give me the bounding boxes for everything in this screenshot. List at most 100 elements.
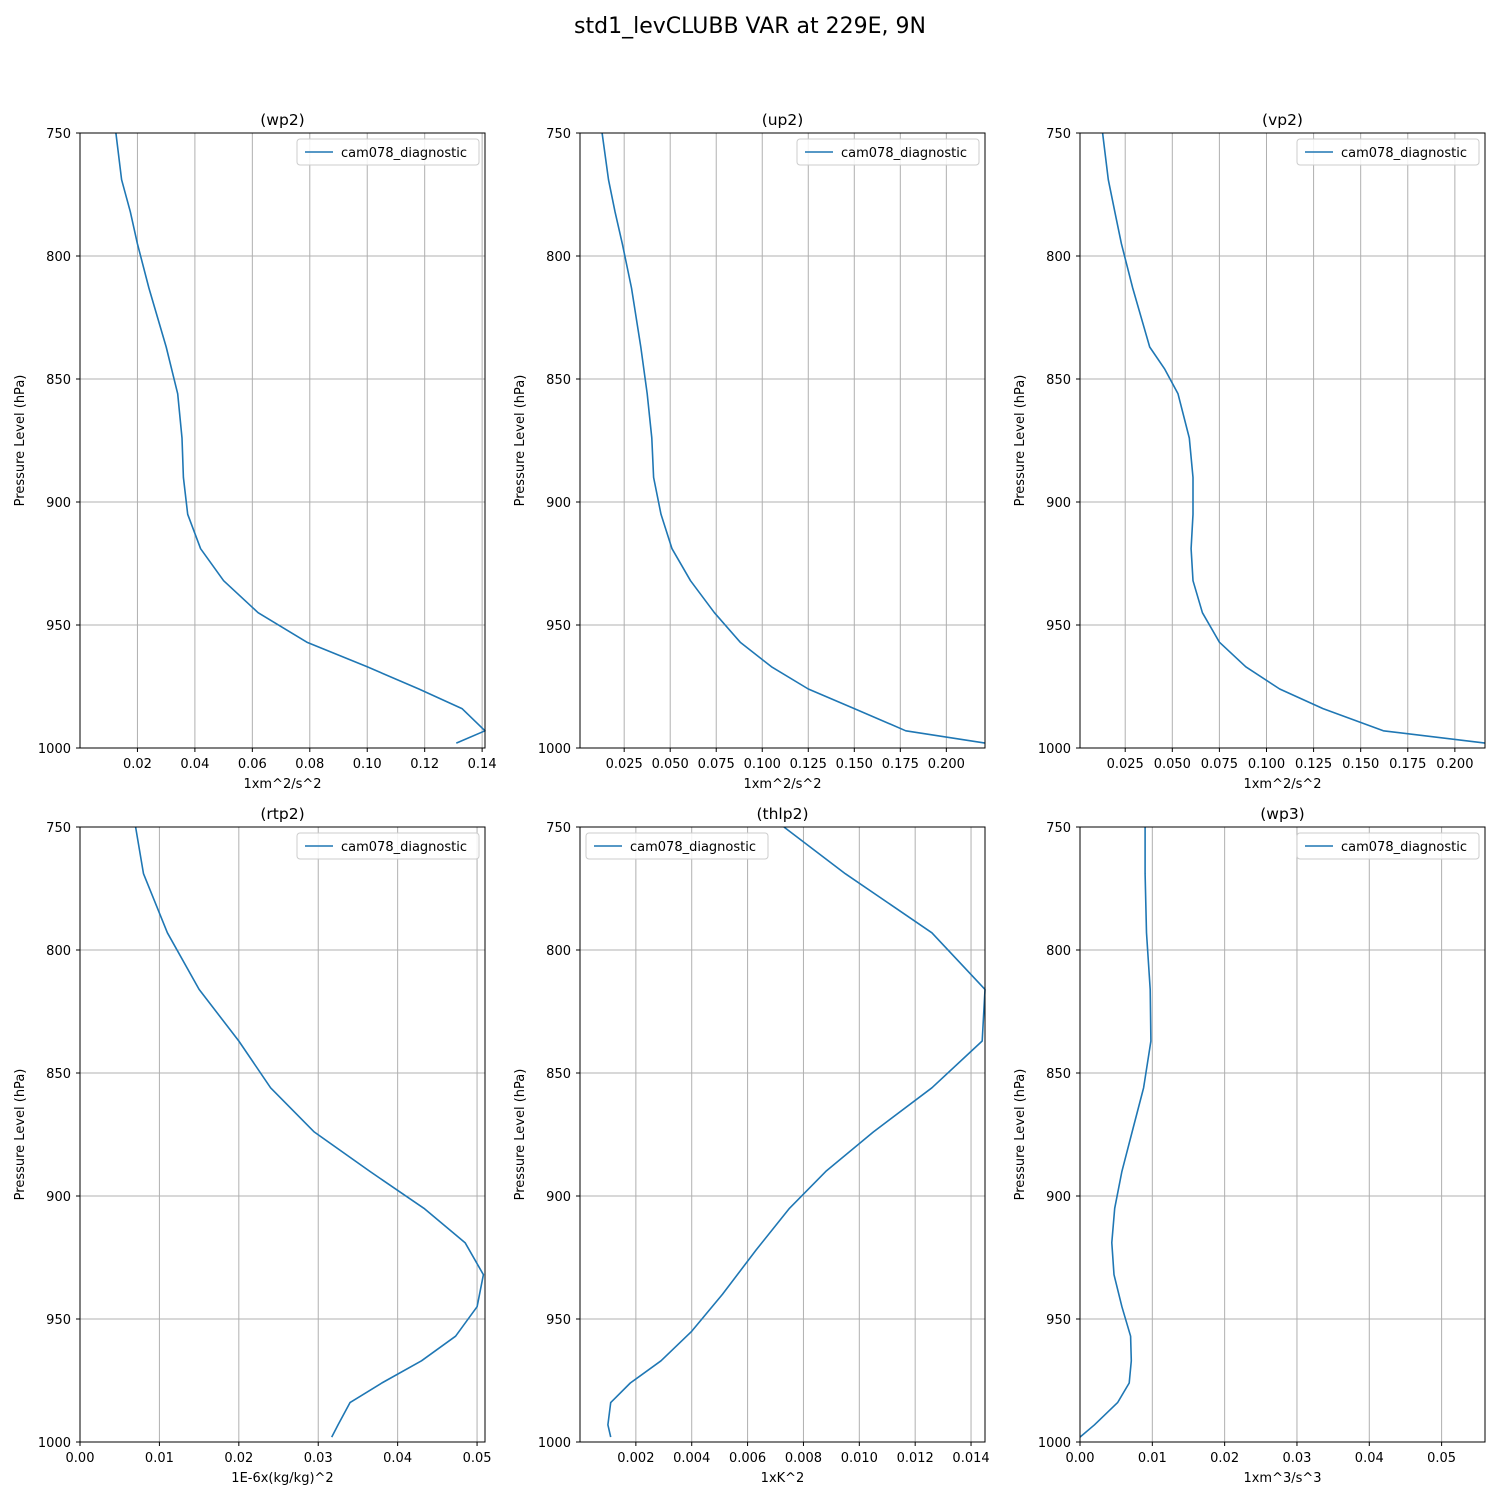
- x-tick-label: 0.075: [1201, 757, 1238, 772]
- x-tick-label: 0.05: [1427, 1451, 1456, 1466]
- y-tick-label: 900: [546, 496, 571, 511]
- x-tick-label: 0.02: [224, 1451, 253, 1466]
- y-tick-label: 1000: [538, 1436, 571, 1451]
- x-tick-label: 0.010: [841, 1451, 878, 1466]
- y-tick-label: 850: [1046, 1067, 1071, 1082]
- panel-title: (vp2): [1262, 111, 1303, 129]
- x-tick-label: 0.050: [1154, 757, 1191, 772]
- x-tick-label: 0.100: [744, 757, 781, 772]
- y-tick-label: 950: [46, 619, 71, 634]
- y-tick-label: 950: [1046, 1313, 1071, 1328]
- x-tick-label: 0.04: [383, 1451, 412, 1466]
- y-tick-label: 1000: [38, 1436, 71, 1451]
- x-tick-label: 0.050: [652, 757, 689, 772]
- x-tick-label: 0.05: [463, 1451, 492, 1466]
- panel-title: (up2): [762, 111, 804, 129]
- x-tick-label: 0.14: [468, 757, 497, 772]
- y-axis-label: Pressure Level (hPa): [513, 375, 528, 507]
- legend: cam078_diagnostic: [1296, 832, 1480, 860]
- x-tick-label: 0.125: [1295, 757, 1332, 772]
- legend-box: [1296, 832, 1480, 860]
- y-tick-label: 850: [1046, 373, 1071, 388]
- y-tick-label: 800: [546, 250, 571, 265]
- series-line-cam078_diagnostic: [1079, 827, 1152, 1438]
- chart-panel-5: 0.002 0.004 0.006 0.008 0.010 0.012 0.014 750 80…: [513, 805, 990, 1486]
- x-tick-label: 0.025: [606, 757, 643, 772]
- x-tick-label: 0.03: [304, 1451, 333, 1466]
- x-tick-label: 0.200: [928, 757, 965, 772]
- x-tick-label: 0.00: [66, 1451, 95, 1466]
- y-tick-label: 1000: [538, 742, 571, 757]
- x-axis-label: 1xm^2/s^2: [243, 777, 321, 792]
- chart-panel-2: 0.025 0.050 0.075 0.100 0.125 0.150 0.175 0.200…: [513, 111, 986, 792]
- x-tick-label: 0.06: [238, 757, 267, 772]
- x-tick-label: 0.03: [1282, 1451, 1311, 1466]
- x-tick-label: 0.012: [897, 1451, 934, 1466]
- x-tick-label: 0.075: [698, 757, 735, 772]
- x-tick-label: 0.150: [1342, 757, 1379, 772]
- x-axis-label: 1E-6x(kg/kg)^2: [231, 1471, 333, 1486]
- x-tick-label: 0.175: [1389, 757, 1426, 772]
- y-tick-label: 800: [1046, 944, 1071, 959]
- x-tick-label: 0.02: [1210, 1451, 1239, 1466]
- legend-box: [585, 832, 769, 860]
- x-tick-label: 0.02: [123, 757, 152, 772]
- y-tick-label: 850: [46, 373, 71, 388]
- panel-title: (wp2): [260, 111, 304, 129]
- series-line-cam078_diagnostic: [607, 826, 986, 1438]
- y-tick-label: 800: [46, 250, 71, 265]
- series-line-cam078_diagnostic: [1101, 132, 1486, 744]
- legend: cam078_diagnostic: [296, 138, 480, 166]
- x-tick-label: 0.100: [1248, 757, 1285, 772]
- legend: cam078_diagnostic: [796, 138, 980, 166]
- x-tick-label: 0.025: [1107, 757, 1144, 772]
- figure-title: std1_levCLUBB VAR at 229E, 9N: [574, 14, 926, 39]
- panel-title: (wp3): [1260, 805, 1304, 823]
- y-tick-label: 950: [546, 1313, 571, 1328]
- y-tick-label: 900: [46, 496, 71, 511]
- y-tick-label: 750: [546, 127, 571, 142]
- legend-label: cam078_diagnostic: [630, 840, 756, 855]
- y-tick-label: 900: [46, 1190, 71, 1205]
- y-tick-label: 1000: [38, 742, 71, 757]
- legend: cam078_diagnostic: [585, 832, 769, 860]
- y-tick-label: 850: [46, 1067, 71, 1082]
- x-axis-label: 1xK^2: [761, 1471, 805, 1486]
- y-axis-label: Pressure Level (hPa): [513, 1069, 528, 1201]
- y-tick-label: 800: [46, 944, 71, 959]
- x-tick-label: 0.002: [617, 1451, 654, 1466]
- x-tick-label: 0.200: [1436, 757, 1473, 772]
- x-tick-label: 0.08: [295, 757, 324, 772]
- chart-panel-1: 0.02 0.04 0.06 0.08 0.10 0.12 0.14 750 800 850 900…: [13, 111, 497, 792]
- axes-frame: [579, 826, 986, 1443]
- legend-box: [296, 138, 480, 166]
- x-tick-label: 0.00: [1066, 1451, 1095, 1466]
- legend-box: [1296, 138, 1480, 166]
- x-axis-label: 1xm^2/s^2: [743, 777, 821, 792]
- y-tick-label: 850: [546, 1067, 571, 1082]
- y-tick-label: 900: [1046, 1190, 1071, 1205]
- x-tick-label: 0.004: [673, 1451, 710, 1466]
- panel-title: (rtp2): [260, 805, 304, 823]
- y-tick-label: 750: [1046, 127, 1071, 142]
- legend-box: [296, 832, 480, 860]
- y-axis-label: Pressure Level (hPa): [1013, 1069, 1028, 1201]
- series-line-cam078_diagnostic: [134, 826, 485, 1438]
- x-tick-label: 0.01: [145, 1451, 174, 1466]
- axes-frame: [1079, 132, 1486, 749]
- y-tick-label: 750: [1046, 821, 1071, 836]
- x-axis-label: 1xm^3/s^3: [1243, 1471, 1321, 1486]
- chart-panel-4: 0.00 0.01 0.02 0.03 0.04 0.05 750 800 850 900 950 1…: [13, 805, 492, 1486]
- series-line-cam078_diagnostic: [601, 132, 986, 744]
- y-tick-label: 750: [46, 127, 71, 142]
- y-tick-label: 850: [546, 373, 571, 388]
- chart-panel-6: 0.00 0.01 0.02 0.03 0.04 0.05 750 800 850 900 950 1…: [1013, 805, 1486, 1486]
- legend-label: cam078_diagnostic: [1341, 840, 1467, 855]
- y-axis-label: Pressure Level (hPa): [13, 1069, 28, 1201]
- x-tick-label: 0.175: [882, 757, 919, 772]
- x-axis-label: 1xm^2/s^2: [1243, 777, 1321, 792]
- y-tick-label: 750: [546, 821, 571, 836]
- legend-label: cam078_diagnostic: [341, 146, 467, 161]
- axes-frame: [579, 132, 986, 749]
